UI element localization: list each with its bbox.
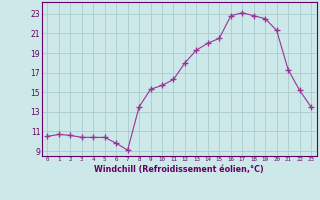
- X-axis label: Windchill (Refroidissement éolien,°C): Windchill (Refroidissement éolien,°C): [94, 165, 264, 174]
